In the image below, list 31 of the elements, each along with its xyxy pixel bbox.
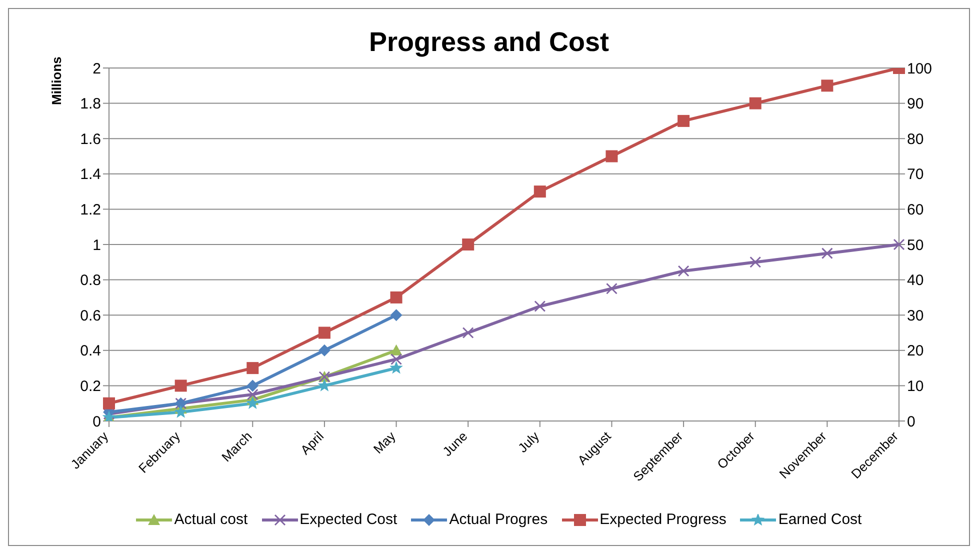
y2-tick-label: 100 [907,60,932,78]
y-tick-label: 0.2 [80,378,101,396]
y2-tick-label: 20 [907,342,924,360]
y-tick-label: 0 [92,413,101,430]
y-tick-label: 1.8 [80,96,101,113]
y-tick-label: 1.4 [80,166,101,184]
y2-tick-label: 0 [907,413,916,430]
y-tick-label: 0.8 [80,272,101,290]
x-tick-label: May [370,428,399,456]
y-tick-label: 0.6 [80,307,101,324]
x-tick-label: July [515,428,542,456]
y2-tick-label: 10 [907,378,924,396]
y2-tick-label: 40 [907,272,924,290]
y-tick-label: 1.6 [80,130,101,148]
y-tick-label: 1 [92,236,101,254]
y-tick-label: 1.2 [80,202,101,219]
legend-label: Actual cost [173,511,248,528]
y-tick-label: 2 [92,60,101,78]
y2-tick-label: 80 [907,130,924,148]
y2-tick-label: 60 [907,202,924,219]
y-axis-title: Millions [49,56,64,105]
y2-tick-label: 70 [907,166,924,184]
y-tick-label: 0.4 [80,342,101,360]
legend-label: Expected Cost [298,511,398,528]
y2-tick-label: 30 [907,307,924,324]
y2-tick-label: 50 [907,236,924,254]
chart-title: Progress and Cost [368,27,610,58]
y2-tick-label: 90 [907,96,924,113]
legend-label: Actual Progres [448,511,548,528]
legend-label: Earned Cost [777,511,862,528]
legend-label: Expected Progress [598,511,726,528]
